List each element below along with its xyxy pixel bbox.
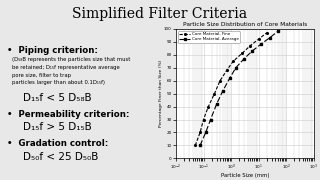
Core Material, Average — [228, 77, 232, 79]
Core Material, Average — [215, 103, 219, 105]
Text: D₁₅f < 5 D₅₈B: D₁₅f < 5 D₅₈B — [23, 93, 92, 103]
Core Material, Fine — [198, 131, 202, 134]
Title: Particle Size Distribution of Core Materials: Particle Size Distribution of Core Mater… — [183, 22, 307, 27]
Text: •  Permeability criterion:: • Permeability criterion: — [6, 110, 129, 119]
Y-axis label: Percentage Finer than Size (%): Percentage Finer than Size (%) — [159, 60, 163, 127]
Core Material, Fine — [231, 60, 235, 62]
Core Material, Fine — [206, 105, 210, 108]
Text: •  Piping criterion:: • Piping criterion: — [6, 46, 97, 55]
Text: Simplified Filter Criteria: Simplified Filter Criteria — [72, 7, 248, 21]
Text: be retained; D₁₅f representative average: be retained; D₁₅f representative average — [12, 65, 119, 70]
Core Material, Average — [209, 118, 212, 121]
Text: (D₅₈B represents the particles size that must: (D₅₈B represents the particles size that… — [12, 57, 130, 62]
Line: Core Material, Fine: Core Material, Fine — [194, 31, 268, 147]
Core Material, Average — [221, 90, 225, 92]
Core Material, Fine — [240, 52, 244, 55]
Core Material, Fine — [257, 38, 260, 40]
Core Material, Fine — [193, 144, 197, 147]
Core Material, Average — [268, 37, 271, 39]
Core Material, Average — [198, 144, 202, 147]
Core Material, Fine — [218, 80, 222, 82]
Core Material, Average — [259, 43, 263, 45]
Core Material, Fine — [202, 118, 205, 121]
Core Material, Fine — [248, 45, 252, 47]
X-axis label: Particle Size (mm): Particle Size (mm) — [220, 173, 269, 178]
Text: •  Gradation control:: • Gradation control: — [6, 139, 108, 148]
Text: pore size, filter to trap: pore size, filter to trap — [12, 73, 70, 78]
Text: D₅₀f < 25 D₅₀B: D₅₀f < 25 D₅₀B — [23, 152, 99, 162]
Core Material, Fine — [212, 93, 216, 95]
Legend: Core Material, Fine, Core Material, Average: Core Material, Fine, Core Material, Aver… — [178, 31, 240, 43]
Text: D₁₅f > 5 D₁₅B: D₁₅f > 5 D₁₅B — [23, 122, 92, 132]
Core Material, Average — [276, 30, 280, 32]
Core Material, Fine — [265, 32, 269, 34]
Core Material, Average — [242, 58, 246, 60]
Core Material, Average — [251, 50, 254, 52]
Core Material, Fine — [225, 69, 229, 71]
Text: particles larger than about 0.1D₁₅f): particles larger than about 0.1D₁₅f) — [12, 80, 105, 86]
Core Material, Average — [234, 67, 238, 69]
Core Material, Average — [204, 131, 208, 134]
Line: Core Material, Average: Core Material, Average — [199, 30, 279, 147]
